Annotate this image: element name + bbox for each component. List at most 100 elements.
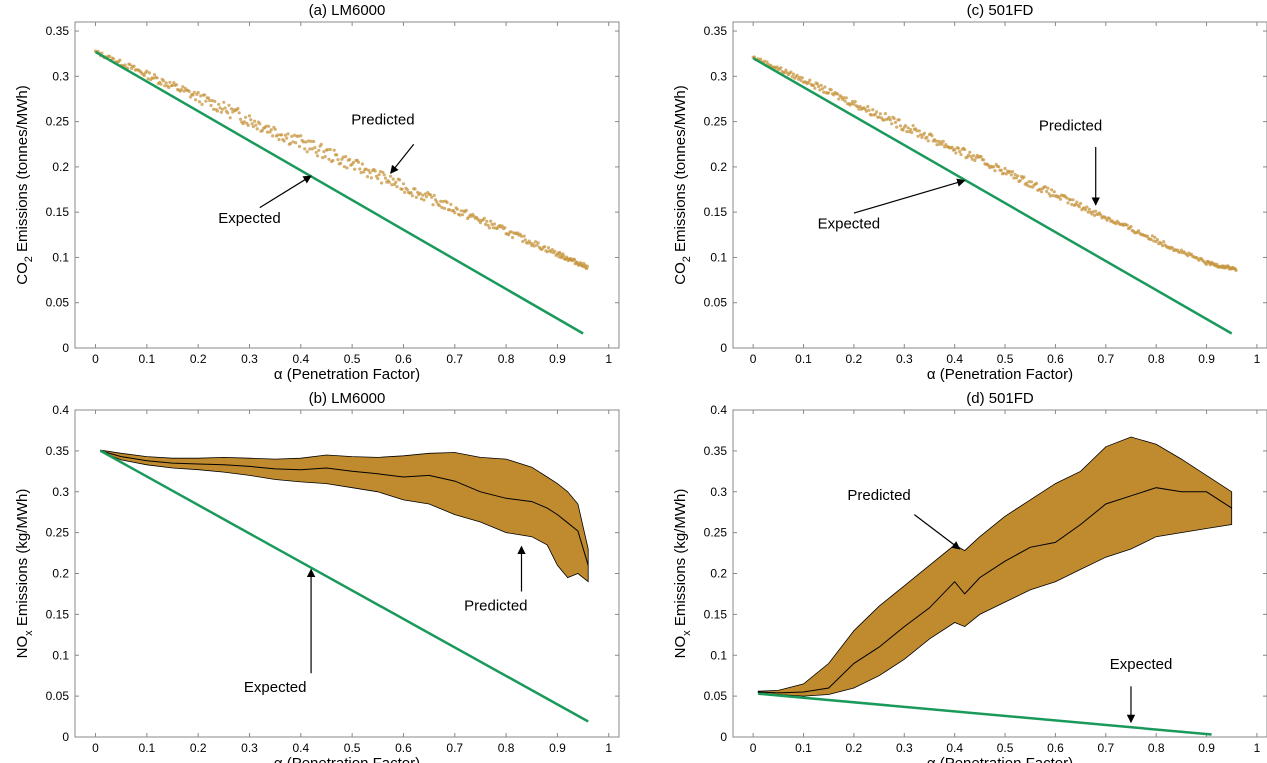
- predicted-point: [395, 185, 399, 189]
- y-axis-label: CO2 Emissions (tonnes/MWh): [672, 85, 693, 285]
- y-axis-label-tail: Emissions (tonnes/MWh): [672, 85, 689, 256]
- predicted-point: [147, 71, 151, 75]
- predicted-point: [453, 211, 457, 215]
- predicted-point: [238, 117, 243, 121]
- predicted-point: [288, 141, 293, 146]
- predicted-point: [223, 106, 227, 110]
- predicted-point: [260, 129, 264, 133]
- x-tick-label: 0.1: [139, 352, 156, 366]
- predicted-band: [100, 449, 589, 583]
- predicted-point: [440, 205, 444, 210]
- predicted-point: [422, 198, 426, 202]
- predicted-point: [837, 97, 841, 101]
- predicted-point: [391, 177, 395, 181]
- y-tick-label: 0.15: [704, 607, 728, 621]
- predicted-point: [217, 102, 221, 106]
- predicted-point: [212, 107, 216, 111]
- predicted-scatter: [93, 49, 590, 271]
- predicted-point: [464, 208, 468, 212]
- predicted-point: [572, 257, 577, 261]
- predicted-point: [196, 90, 200, 95]
- predicted-point: [509, 230, 513, 234]
- predicted-point: [309, 139, 313, 143]
- predicted-point: [242, 120, 246, 124]
- predicted-point: [783, 70, 787, 75]
- predicted-point: [344, 155, 348, 159]
- x-tick-label: 0.4: [292, 741, 309, 755]
- predicted-point: [244, 115, 248, 119]
- predicted-scatter: [751, 55, 1238, 272]
- predicted-point: [534, 240, 538, 244]
- predicted-point: [315, 154, 320, 158]
- predicted-point: [818, 88, 822, 92]
- predicted-point: [258, 122, 262, 126]
- predicted-point: [441, 199, 445, 204]
- predicted-point: [1068, 198, 1073, 202]
- x-tick-label: 0.7: [1097, 352, 1114, 366]
- predicted-mean-line: [758, 487, 1232, 694]
- predicted-point: [1170, 246, 1175, 250]
- y-tick-label: 0.1: [52, 648, 69, 662]
- predicted-point: [910, 130, 914, 135]
- predicted-point: [844, 96, 848, 100]
- x-tick-label: 0.7: [446, 352, 463, 366]
- predicted-point: [1057, 195, 1061, 199]
- predicted-point: [405, 188, 409, 192]
- predicted-point: [839, 95, 843, 99]
- panel-c: (c) 501FD 0 0.1 0.2 0.3 0.4 0.5 0.6 0.7 0.8 0.9 1 0 0…: [672, 2, 1267, 383]
- predicted-point: [1013, 172, 1017, 177]
- predicted-point: [1074, 202, 1078, 207]
- predicted-point: [892, 116, 896, 121]
- predicted-point: [888, 118, 893, 122]
- predicted-point: [869, 113, 874, 117]
- predicted-point: [798, 75, 802, 79]
- y-tick-label: 0.05: [46, 689, 70, 703]
- predicted-point: [218, 106, 222, 110]
- predicted-point: [265, 130, 270, 134]
- x-axis-label: α (Penetration Factor): [927, 755, 1073, 763]
- x-tick-label: 0.1: [139, 741, 156, 755]
- predicted-point: [925, 135, 929, 139]
- predicted-point: [197, 100, 202, 104]
- predicted-point: [187, 89, 191, 93]
- predicted-point: [236, 106, 240, 111]
- predicted-point: [1011, 170, 1015, 174]
- panel-title: (c) 501FD: [967, 2, 1034, 19]
- y-tick-label: 0.35: [704, 24, 728, 38]
- predicted-point: [521, 239, 525, 244]
- predicted-point: [959, 152, 963, 157]
- predicted-point: [1149, 237, 1153, 242]
- y-axis-label-main: NO: [672, 636, 689, 659]
- predicted-point: [291, 140, 295, 144]
- predicted-point: [321, 156, 325, 160]
- predicted-point: [286, 132, 290, 136]
- predicted-point: [500, 224, 504, 228]
- predicted-point: [935, 143, 939, 147]
- y-axis-label-tail: Emissions (tonnes/MWh): [14, 85, 31, 256]
- predicted-point: [1029, 180, 1034, 184]
- predicted-point: [299, 134, 303, 138]
- predicted-point: [331, 159, 335, 163]
- predicted-point: [817, 84, 821, 89]
- predicted-point: [358, 167, 362, 171]
- predicted-point: [294, 141, 298, 145]
- predicted-point: [877, 115, 881, 119]
- predicted-point: [382, 173, 386, 177]
- predicted-point: [950, 145, 954, 149]
- predicted-point: [1077, 205, 1081, 209]
- predicted-point: [878, 112, 883, 116]
- predicted-point: [328, 147, 332, 152]
- predicted-point: [893, 120, 898, 124]
- panel-title: (d) 501FD: [966, 390, 1034, 407]
- predicted-point: [269, 128, 273, 132]
- predicted-point: [1027, 180, 1031, 184]
- y-axis-label-subscript: x: [23, 630, 35, 636]
- predicted-point: [545, 250, 549, 254]
- predicted-point: [898, 124, 903, 128]
- predicted-point: [181, 85, 185, 89]
- predicted-point: [390, 183, 394, 187]
- x-tick-label: 0.6: [1047, 741, 1064, 755]
- annotation-arrow: [259, 175, 312, 209]
- predicted-point: [911, 124, 915, 128]
- predicted-point: [895, 125, 899, 129]
